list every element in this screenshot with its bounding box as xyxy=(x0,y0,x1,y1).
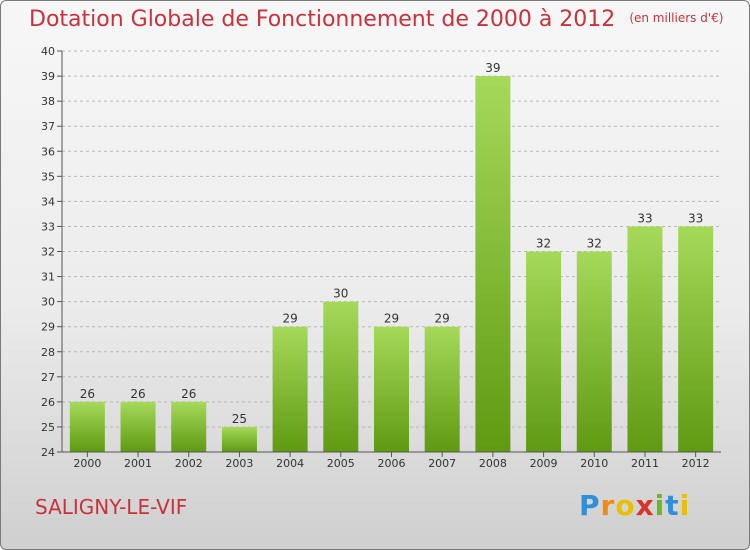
x-tick-label: 2002 xyxy=(175,457,203,470)
bar-value-label: 25 xyxy=(232,412,247,426)
x-tick-label: 2005 xyxy=(327,457,355,470)
logo-letter: t xyxy=(665,489,680,522)
bar-2004 xyxy=(272,326,308,452)
y-tick-label: 24 xyxy=(41,446,55,459)
x-tick-label: 2006 xyxy=(378,457,406,470)
y-tick-label: 35 xyxy=(41,170,55,183)
bar-2006 xyxy=(374,326,409,452)
bar-value-label: 39 xyxy=(485,61,500,75)
y-tick-label: 38 xyxy=(41,95,55,108)
y-tick-label: 30 xyxy=(41,296,55,309)
bar-2001 xyxy=(120,401,156,452)
x-tick-label: 2008 xyxy=(479,457,507,470)
bar-value-label: 29 xyxy=(282,312,297,326)
bar-value-label: 32 xyxy=(536,237,551,251)
y-tick-label: 29 xyxy=(41,321,55,334)
bar-value-label: 26 xyxy=(181,387,196,401)
chart-title-text: Dotation Globale de Fonctionnement de 20… xyxy=(29,7,616,32)
x-tick-label: 2012 xyxy=(682,457,710,470)
bar-2003 xyxy=(221,426,257,452)
bar-2012 xyxy=(678,226,714,452)
logo-letter: i xyxy=(654,489,666,522)
chart-unit: (en milliers d'€) xyxy=(629,11,724,25)
bar-value-label: 26 xyxy=(130,387,145,401)
logo-letter: i xyxy=(679,489,691,522)
bar-value-label: 30 xyxy=(333,287,348,301)
bar-value-label: 29 xyxy=(384,312,399,326)
bar-2010 xyxy=(576,251,612,452)
bar-2011 xyxy=(627,226,663,452)
bar-value-label: 29 xyxy=(435,312,450,326)
x-tick-label: 2009 xyxy=(530,457,558,470)
bar-2008 xyxy=(475,76,511,452)
x-tick-label: 2010 xyxy=(580,457,608,470)
bar-value-label: 33 xyxy=(688,211,703,225)
y-tick-label: 32 xyxy=(41,246,55,259)
x-tick-label: 2004 xyxy=(276,457,304,470)
proxiti-logo[interactable]: Proxiti xyxy=(579,489,690,522)
logo-letter: P xyxy=(579,489,601,522)
bar-2002 xyxy=(171,401,207,452)
y-tick-label: 37 xyxy=(41,120,55,133)
chart-title: Dotation Globale de Fonctionnement de 20… xyxy=(29,7,723,32)
bar-2007 xyxy=(424,326,460,452)
bar-value-label: 26 xyxy=(80,387,95,401)
logo-letter: o xyxy=(615,489,636,522)
y-tick-label: 28 xyxy=(41,346,55,359)
logo-letter: x xyxy=(635,489,655,522)
y-tick-label: 33 xyxy=(41,220,55,233)
y-tick-label: 34 xyxy=(41,195,55,208)
bar-value-label: 32 xyxy=(587,237,602,251)
x-tick-label: 2003 xyxy=(225,457,253,470)
y-tick-label: 31 xyxy=(41,271,55,284)
x-tick-label: 2007 xyxy=(428,457,456,470)
y-tick-label: 27 xyxy=(41,371,55,384)
bar-2000 xyxy=(69,401,105,452)
bar-2005 xyxy=(323,301,359,452)
commune-name: SALIGNY-LE-VIF xyxy=(35,495,188,519)
x-tick-label: 2011 xyxy=(631,457,659,470)
y-tick-label: 26 xyxy=(41,396,55,409)
bar-2009 xyxy=(526,251,562,452)
y-tick-label: 40 xyxy=(41,45,55,58)
y-tick-label: 36 xyxy=(41,145,55,158)
x-tick-label: 2001 xyxy=(124,457,152,470)
x-tick-label: 2000 xyxy=(73,457,101,470)
y-tick-label: 25 xyxy=(41,421,55,434)
y-tick-label: 39 xyxy=(41,70,55,83)
bar-value-label: 33 xyxy=(637,211,652,225)
logo-letter: r xyxy=(600,489,616,522)
